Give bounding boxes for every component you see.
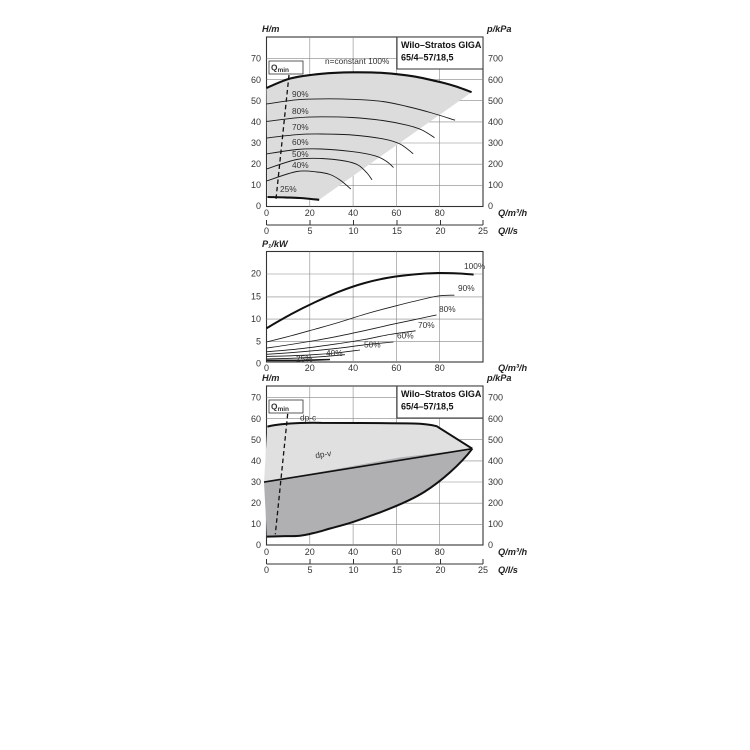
svg-text:H/m: H/m	[262, 373, 279, 383]
svg-text:10: 10	[348, 565, 358, 575]
svg-text:40: 40	[251, 456, 261, 466]
svg-text:80: 80	[435, 547, 445, 557]
svg-text:20: 20	[251, 159, 261, 169]
svg-text:65/4–57/18,5: 65/4–57/18,5	[401, 53, 454, 63]
svg-text:40%: 40%	[292, 160, 309, 170]
svg-text:Q/m³/h: Q/m³/h	[498, 208, 527, 218]
svg-text:600: 600	[488, 414, 503, 424]
svg-text:Q/l/s: Q/l/s	[498, 226, 518, 236]
svg-text:0: 0	[264, 565, 269, 575]
svg-text:300: 300	[488, 477, 503, 487]
svg-text:0: 0	[264, 208, 269, 218]
svg-text:0: 0	[488, 201, 493, 211]
svg-text:400: 400	[488, 456, 503, 466]
svg-text:0: 0	[256, 201, 261, 211]
svg-text:70: 70	[251, 54, 261, 64]
svg-text:5: 5	[256, 336, 261, 346]
svg-text:400: 400	[488, 117, 503, 127]
svg-text:P₁/kW: P₁/kW	[262, 239, 289, 249]
svg-text:10: 10	[348, 226, 358, 236]
svg-text:50: 50	[251, 435, 261, 445]
svg-text:40: 40	[251, 117, 261, 127]
svg-text:n=constant 100%: n=constant 100%	[325, 56, 390, 66]
svg-text:15: 15	[251, 292, 261, 302]
svg-text:80%: 80%	[439, 304, 456, 314]
svg-text:80%: 80%	[292, 106, 309, 116]
svg-text:p/kPa: p/kPa	[486, 24, 512, 34]
svg-text:90%: 90%	[458, 283, 475, 293]
svg-text:50%: 50%	[364, 340, 381, 350]
svg-text:25%: 25%	[280, 184, 297, 194]
svg-text:60: 60	[391, 363, 401, 373]
svg-text:100: 100	[488, 180, 503, 190]
svg-text:65/4–57/18,5: 65/4–57/18,5	[401, 402, 454, 412]
svg-text:dp-c: dp-c	[300, 413, 316, 423]
svg-text:20: 20	[305, 208, 315, 218]
svg-text:70%: 70%	[418, 320, 435, 330]
svg-text:5: 5	[307, 226, 312, 236]
svg-text:100%: 100%	[464, 261, 486, 271]
svg-text:0: 0	[264, 547, 269, 557]
svg-text:Q/l/s: Q/l/s	[498, 565, 518, 575]
svg-text:100: 100	[488, 519, 503, 529]
svg-text:p/kPa: p/kPa	[486, 373, 512, 383]
svg-text:20: 20	[435, 226, 445, 236]
svg-text:40: 40	[348, 363, 358, 373]
svg-text:10: 10	[251, 180, 261, 190]
svg-text:25%: 25%	[296, 354, 313, 364]
svg-text:80: 80	[435, 363, 445, 373]
svg-text:25: 25	[478, 565, 488, 575]
svg-text:50%: 50%	[292, 149, 309, 159]
svg-text:0: 0	[264, 226, 269, 236]
svg-text:70%: 70%	[292, 122, 309, 132]
svg-text:0: 0	[256, 540, 261, 550]
svg-text:500: 500	[488, 96, 503, 106]
svg-text:5: 5	[307, 565, 312, 575]
svg-text:Q/m³/h: Q/m³/h	[498, 363, 527, 373]
svg-text:60: 60	[251, 414, 261, 424]
svg-text:300: 300	[488, 138, 503, 148]
svg-text:700: 700	[488, 54, 503, 64]
svg-text:40%: 40%	[326, 348, 343, 358]
svg-text:0: 0	[488, 540, 493, 550]
svg-text:40: 40	[348, 208, 358, 218]
svg-text:600: 600	[488, 75, 503, 85]
svg-text:H/m: H/m	[262, 24, 279, 34]
svg-text:10: 10	[251, 314, 261, 324]
svg-text:Wilo–Stratos GIGA: Wilo–Stratos GIGA	[401, 40, 482, 50]
svg-text:70: 70	[251, 393, 261, 403]
svg-text:15: 15	[392, 565, 402, 575]
svg-text:Wilo–Stratos GIGA: Wilo–Stratos GIGA	[401, 389, 482, 399]
svg-text:20: 20	[435, 565, 445, 575]
svg-text:60: 60	[391, 208, 401, 218]
svg-text:200: 200	[488, 159, 503, 169]
svg-text:60: 60	[251, 75, 261, 85]
svg-text:90%: 90%	[292, 89, 309, 99]
svg-text:Q/m³/h: Q/m³/h	[498, 547, 527, 557]
svg-text:10: 10	[251, 519, 261, 529]
svg-text:500: 500	[488, 435, 503, 445]
svg-text:60%: 60%	[292, 137, 309, 147]
svg-text:20: 20	[251, 269, 261, 279]
svg-text:60%: 60%	[397, 331, 414, 341]
svg-text:15: 15	[392, 226, 402, 236]
svg-text:20: 20	[305, 547, 315, 557]
svg-text:20: 20	[251, 498, 261, 508]
svg-text:25: 25	[478, 226, 488, 236]
svg-text:40: 40	[348, 547, 358, 557]
svg-text:20: 20	[305, 363, 315, 373]
svg-text:30: 30	[251, 138, 261, 148]
svg-text:700: 700	[488, 393, 503, 403]
svg-text:0: 0	[264, 363, 269, 373]
svg-text:0: 0	[256, 359, 261, 369]
svg-text:50: 50	[251, 96, 261, 106]
svg-text:80: 80	[435, 208, 445, 218]
svg-text:30: 30	[251, 477, 261, 487]
svg-text:60: 60	[391, 547, 401, 557]
svg-text:200: 200	[488, 498, 503, 508]
